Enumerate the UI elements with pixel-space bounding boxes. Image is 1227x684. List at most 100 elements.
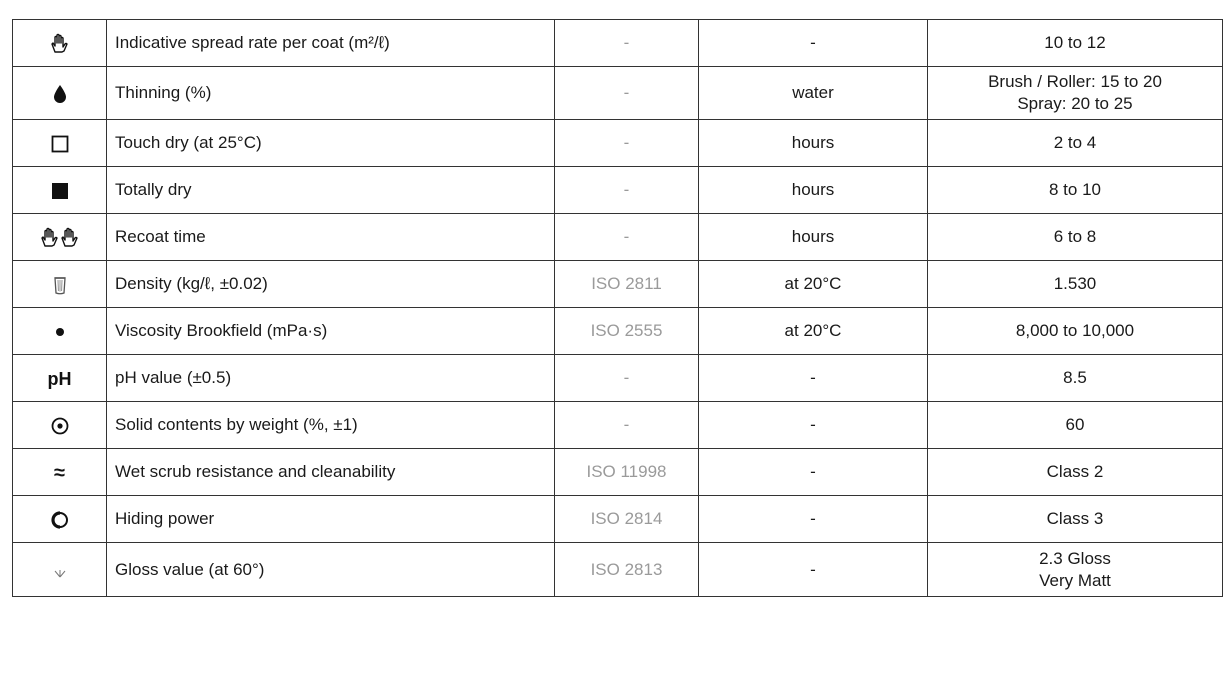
value-cell: Class 2 xyxy=(927,448,1223,496)
property-cell: Indicative spread rate per coat (m²/ℓ) xyxy=(106,19,555,67)
icon-cell xyxy=(12,19,107,67)
property-cell: Recoat time xyxy=(106,213,555,261)
table-row: Thinning (%) - water Brush / Roller: 15 … xyxy=(12,66,1223,120)
property-cell: Hiding power xyxy=(106,495,555,543)
icon-cell xyxy=(12,542,107,597)
value-cell: 8,000 to 10,000 xyxy=(927,307,1223,355)
unit-cell: hours xyxy=(698,119,928,167)
value-line: 10 to 12 xyxy=(1044,33,1106,52)
ph-icon: pH xyxy=(47,368,72,389)
unit-cell: - xyxy=(698,448,928,496)
value-line: 60 xyxy=(1065,415,1085,434)
filled-square-icon xyxy=(51,182,69,200)
icon-cell xyxy=(12,66,107,120)
table-row: ≈ Wet scrub resistance and cleanability … xyxy=(12,448,1223,496)
standard-cell: - xyxy=(554,166,699,214)
target-icon xyxy=(50,416,70,436)
icon-cell xyxy=(12,166,107,214)
table-row: Totally dry - hours 8 to 10 xyxy=(12,166,1223,214)
icon-cell xyxy=(12,307,107,355)
unit-cell: - xyxy=(698,354,928,402)
value-line: 1.530 xyxy=(1053,274,1097,293)
approx-icon: ≈ xyxy=(54,461,65,484)
property-cell: Solid contents by weight (%, ±1) xyxy=(106,401,555,449)
value-cell: Brush / Roller: 15 to 20 Spray: 20 to 25 xyxy=(927,66,1223,120)
unit-cell: hours xyxy=(698,166,928,214)
property-cell: pH value (±0.5) xyxy=(106,354,555,402)
standard-cell: ISO 2813 xyxy=(554,542,699,597)
property-cell: Wet scrub resistance and cleanability xyxy=(106,448,555,496)
unit-cell: at 20°C xyxy=(698,307,928,355)
value-cell: Class 3 xyxy=(927,495,1223,543)
property-cell: Gloss value (at 60°) xyxy=(106,542,555,597)
value-line: 8.5 xyxy=(1063,368,1087,387)
value-cell: 2 to 4 xyxy=(927,119,1223,167)
table-row: pH pH value (±0.5) - - 8.5 xyxy=(12,354,1223,402)
value-line: Class 3 xyxy=(1046,509,1104,528)
property-cell: Viscosity Brookfield (mPa·s) xyxy=(106,307,555,355)
drop-icon xyxy=(52,84,68,104)
value-line: 8,000 to 10,000 xyxy=(1015,321,1135,340)
unit-cell: - xyxy=(698,401,928,449)
value-line: 6 to 8 xyxy=(1053,227,1097,246)
value-cell: 60 xyxy=(927,401,1223,449)
icon-cell: ≈ xyxy=(12,448,107,496)
unit-cell: hours xyxy=(698,213,928,261)
table-row: Density (kg/ℓ, ±0.02) ISO 2811 at 20°C 1… xyxy=(12,260,1223,308)
empty-square-icon xyxy=(51,135,69,153)
technical-data-table: Indicative spread rate per coat (m²/ℓ) -… xyxy=(12,19,1223,597)
standard-cell: ISO 11998 xyxy=(554,448,699,496)
standard-cell: - xyxy=(554,19,699,67)
standard-cell: - xyxy=(554,213,699,261)
standard-cell: ISO 2814 xyxy=(554,495,699,543)
property-cell: Totally dry xyxy=(106,166,555,214)
standard-cell: ISO 2811 xyxy=(554,260,699,308)
value-line: Class 2 xyxy=(1046,462,1104,481)
icon-cell xyxy=(12,495,107,543)
property-cell: Thinning (%) xyxy=(106,66,555,120)
unit-cell: - xyxy=(698,495,928,543)
table-row: Solid contents by weight (%, ±1) - - 60 xyxy=(12,401,1223,449)
table-row: Recoat time - hours 6 to 8 xyxy=(12,213,1223,261)
property-cell: Touch dry (at 25°C) xyxy=(106,119,555,167)
value-cell: 6 to 8 xyxy=(927,213,1223,261)
table-row: Viscosity Brookfield (mPa·s) ISO 2555 at… xyxy=(12,307,1223,355)
value-line: Spray: 20 to 25 xyxy=(1017,94,1133,113)
value-line: 2.3 Gloss xyxy=(1039,548,1111,568)
property-cell: Density (kg/ℓ, ±0.02) xyxy=(106,260,555,308)
unit-cell: at 20°C xyxy=(698,260,928,308)
unit-cell: water xyxy=(698,66,928,120)
icon-cell xyxy=(12,119,107,167)
gloss-icon xyxy=(52,562,68,578)
half-circle-icon xyxy=(50,510,69,529)
icon-cell: pH xyxy=(12,354,107,402)
icon-cell xyxy=(12,401,107,449)
value-line: Very Matt xyxy=(1039,570,1111,590)
value-line: 2 to 4 xyxy=(1053,133,1097,152)
unit-cell: - xyxy=(698,19,928,67)
value-line: Brush / Roller: 15 to 20 xyxy=(988,72,1162,91)
standard-cell: - xyxy=(554,66,699,120)
value-cell: 8.5 xyxy=(927,354,1223,402)
icon-cell xyxy=(12,213,107,261)
standard-cell: - xyxy=(554,401,699,449)
value-cell: 8 to 10 xyxy=(927,166,1223,214)
table-row: Hiding power ISO 2814 - Class 3 xyxy=(12,495,1223,543)
value-cell: 2.3 Gloss Very Matt xyxy=(927,542,1223,597)
icon-cell xyxy=(12,260,107,308)
dot-icon xyxy=(54,326,66,338)
standard-cell: - xyxy=(554,354,699,402)
value-cell: 10 to 12 xyxy=(927,19,1223,67)
container-icon xyxy=(53,275,67,295)
hands-icon xyxy=(48,31,72,55)
table-row: Gloss value (at 60°) ISO 2813 - 2.3 Glos… xyxy=(12,542,1223,597)
value-cell: 1.530 xyxy=(927,260,1223,308)
standard-cell: ISO 2555 xyxy=(554,307,699,355)
double-hands-icon xyxy=(38,225,82,249)
unit-cell: - xyxy=(698,542,928,597)
table-row: Indicative spread rate per coat (m²/ℓ) -… xyxy=(12,19,1223,67)
standard-cell: - xyxy=(554,119,699,167)
table-row: Touch dry (at 25°C) - hours 2 to 4 xyxy=(12,119,1223,167)
value-line: 8 to 10 xyxy=(1049,180,1101,199)
